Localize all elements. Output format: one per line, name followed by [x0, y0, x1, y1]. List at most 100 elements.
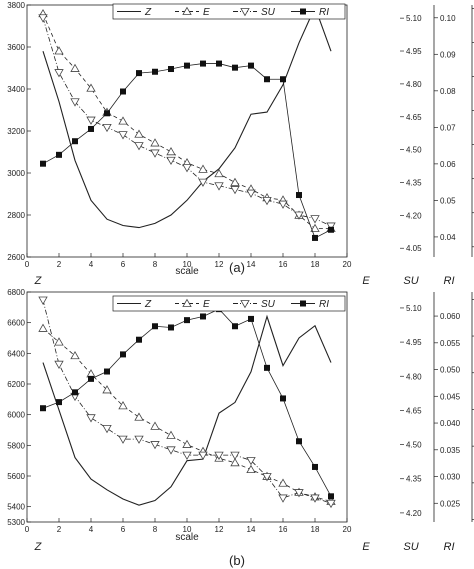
point-e — [102, 385, 112, 394]
y-tick-label-su: 0.060 — [440, 312, 461, 321]
point-e — [278, 478, 288, 487]
x-tick-label: 8 — [153, 260, 158, 269]
point-ri — [72, 389, 78, 396]
x-tick-label: 4 — [89, 525, 94, 534]
point-e — [150, 138, 160, 147]
y-tick-label-e: 4.50 — [406, 146, 422, 155]
point-ri — [120, 351, 126, 358]
point-ri — [200, 60, 206, 67]
point-ri — [136, 336, 142, 343]
x-tick-label: 14 — [247, 525, 256, 534]
series-line-ri — [42, 63, 332, 239]
point-e — [54, 337, 64, 346]
plot-frame — [26, 291, 348, 523]
x-tick-label: 4 — [89, 260, 94, 269]
point-su — [214, 451, 224, 460]
point-e — [134, 129, 144, 138]
series-line-z — [42, 5, 332, 229]
point-ri — [88, 375, 94, 382]
axis-title-su: SU — [403, 541, 418, 553]
y-tick-label-su: 0.04 — [440, 233, 456, 242]
y-tick-label-z: 3200 — [7, 127, 25, 136]
point-e — [246, 464, 256, 474]
y-tick-label-e: 4.05 — [406, 244, 422, 253]
point-ri — [248, 315, 254, 322]
point-ri — [264, 76, 270, 83]
axis-title-e: E — [362, 275, 370, 287]
point-su — [278, 494, 288, 503]
point-su — [230, 186, 240, 195]
point-su — [294, 489, 304, 498]
y-tick-label-e: 4.80 — [406, 80, 422, 89]
y-tick-label-su: 0.05 — [440, 196, 456, 205]
x-axis-label: scale — [175, 532, 199, 543]
legend-label-su: SU — [261, 299, 276, 310]
point-e — [134, 412, 144, 421]
x-tick-label: 6 — [121, 260, 126, 269]
axis-title-ri: RI — [444, 541, 455, 553]
y-tick-label-z: 6200 — [7, 380, 25, 389]
point-e — [214, 168, 224, 178]
point-ri — [56, 151, 62, 158]
point-su — [118, 435, 128, 444]
point-su — [182, 451, 192, 460]
legend-label-e: E — [203, 7, 210, 18]
x-tick-label: 0 — [25, 260, 30, 269]
y-tick-label-su: 0.10 — [440, 14, 456, 23]
x-tick-label: 12 — [215, 260, 224, 269]
point-e — [182, 439, 192, 448]
axis-title-z: Z — [34, 541, 43, 553]
x-tick-label: 10 — [183, 525, 192, 534]
axis-title-su: SU — [403, 275, 418, 287]
point-e — [230, 457, 240, 467]
point-su — [166, 156, 176, 166]
y-tick-label-e: 4.35 — [406, 178, 422, 187]
y-tick-label-e: 4.50 — [406, 441, 422, 450]
point-su — [134, 142, 144, 151]
legend-box — [112, 295, 346, 312]
point-ri — [88, 125, 94, 132]
legend-box — [112, 3, 346, 20]
point-ri — [280, 395, 286, 402]
y-tick-label-z: 6600 — [7, 319, 25, 328]
legend-label-ri: RI — [319, 299, 329, 310]
legend-marker-ri — [300, 300, 306, 307]
point-ri — [232, 323, 238, 330]
point-ri — [296, 438, 302, 445]
point-e — [166, 147, 176, 156]
y-tick-label-z: 3000 — [7, 169, 25, 178]
series-line-su — [42, 17, 332, 227]
y-tick-label-su: 0.08 — [440, 87, 456, 96]
point-ri — [104, 110, 110, 117]
y-tick-label-e: 4.35 — [406, 475, 422, 484]
y-tick-label-z: 5600 — [7, 472, 25, 481]
point-su — [118, 131, 128, 140]
point-su — [86, 414, 96, 423]
y-tick-label-z: 5300 — [7, 518, 25, 527]
legend-marker-su — [240, 300, 250, 309]
y-tick-label-z: 2600 — [7, 253, 25, 262]
point-ri — [136, 70, 142, 77]
point-su — [54, 360, 64, 370]
point-e — [70, 63, 80, 72]
point-ri — [168, 324, 174, 331]
y-tick-label-e: 4.65 — [406, 406, 422, 415]
point-e — [70, 350, 80, 360]
point-su — [262, 196, 272, 206]
series-line-e — [42, 13, 331, 229]
legend-label-ri: RI — [319, 7, 329, 18]
point-su — [246, 457, 256, 466]
point-e — [166, 430, 176, 439]
series-line-e — [42, 328, 332, 502]
point-su — [86, 116, 96, 125]
y-tick-label-su: 0.09 — [440, 50, 456, 59]
point-su — [310, 494, 320, 503]
y-tick-label-z: 3400 — [7, 85, 25, 94]
point-e — [150, 421, 160, 430]
y-tick-label-e: 4.80 — [406, 372, 422, 381]
series-line-ri — [42, 308, 332, 497]
panel-caption: (b) — [229, 553, 245, 568]
y-tick-label-z: 5800 — [7, 441, 25, 450]
point-ri — [56, 399, 62, 406]
point-e — [38, 323, 48, 332]
